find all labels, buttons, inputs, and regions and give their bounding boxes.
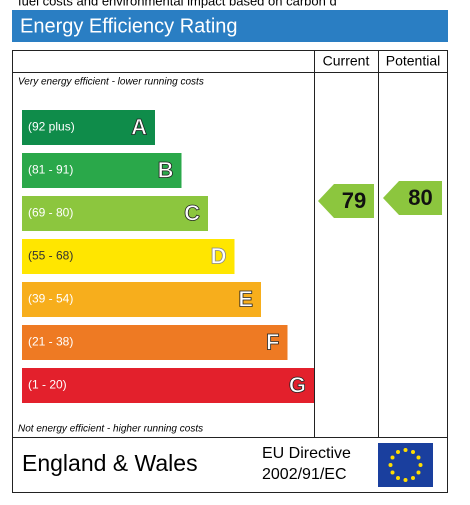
- band-range: (92 plus): [28, 120, 75, 134]
- band: [22, 153, 182, 188]
- frame: [12, 50, 448, 493]
- eu-star: [411, 475, 415, 480]
- directive: 2002/91/EC: [262, 466, 347, 483]
- eu-star: [388, 463, 393, 467]
- band: [22, 325, 288, 360]
- eu-star: [396, 475, 400, 480]
- directive: EU Directive: [262, 445, 351, 462]
- eu-star: [416, 455, 421, 460]
- column-header: Current: [323, 53, 370, 69]
- band-letter: E: [238, 286, 253, 311]
- note: Not energy efficient - higher running co…: [18, 424, 203, 435]
- band-letter: F: [266, 329, 279, 354]
- region: England & Wales: [22, 450, 198, 476]
- cut-text: fuel costs and environmental impact base…: [18, 0, 337, 8]
- band-range: (55 - 68): [28, 249, 73, 263]
- eu-star: [403, 478, 408, 482]
- band-range: (1 - 20): [28, 378, 67, 392]
- band: [22, 196, 208, 231]
- eu-star: [418, 463, 423, 467]
- eu-star: [411, 450, 415, 455]
- eu-star: [396, 450, 400, 455]
- rating-value: 79: [342, 188, 366, 213]
- band-letter: B: [158, 157, 174, 182]
- band-letter: G: [289, 372, 306, 397]
- eu-star: [390, 470, 395, 475]
- rating-arrow: [318, 184, 374, 218]
- band-range: (81 - 91): [28, 163, 73, 177]
- title-bar: [12, 10, 448, 42]
- eu-star: [416, 470, 421, 475]
- column-header: Potential: [386, 53, 440, 69]
- rating-value: 80: [408, 185, 432, 210]
- band-range: (39 - 54): [28, 292, 73, 306]
- note: Very energy efficient - lower running co…: [18, 77, 204, 88]
- eu-star: [403, 448, 408, 452]
- band: [22, 110, 155, 145]
- band-range: (21 - 38): [28, 335, 73, 349]
- band-range: (69 - 80): [28, 206, 73, 220]
- rating-arrow: [383, 181, 442, 215]
- band: [22, 282, 261, 317]
- band: [22, 368, 314, 403]
- band: [22, 239, 235, 274]
- band-letter: C: [184, 200, 200, 225]
- band-letter: A: [131, 114, 147, 139]
- band-letter: D: [211, 243, 227, 268]
- eu-star: [390, 455, 395, 460]
- title: Energy Efficiency Rating: [20, 15, 238, 37]
